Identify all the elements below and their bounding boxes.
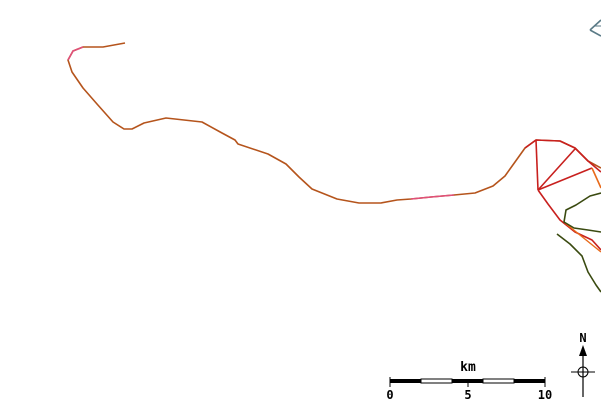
north-arrow-head-icon: [579, 345, 587, 356]
scale-unit-label: km: [460, 360, 476, 375]
river-segment-pink-mid: [410, 194, 455, 200]
scale-segment-5: [514, 379, 545, 383]
river-dark-lower: [556, 233, 601, 293]
river-red-vertical: [535, 139, 539, 191]
scale-bar: km 0 5 10: [386, 360, 552, 401]
river-red-short: [591, 167, 601, 189]
river-red-loop: [524, 139, 601, 173]
scale-tick-label-10: 10: [538, 388, 552, 401]
river-dark-upper: [563, 192, 601, 233]
river-segment-pink-west: [67, 46, 84, 61]
river-red-diag-lower: [537, 167, 593, 191]
scale-tick-label-5: 5: [464, 388, 471, 401]
scale-segment-2: [420, 378, 453, 384]
river-red-south: [537, 189, 601, 251]
compass-partial-icon: [589, 19, 601, 37]
scale-segment-1: [390, 379, 421, 383]
scale-segment-4: [482, 378, 515, 384]
river-orange-south: [564, 222, 601, 253]
scale-segment-3: [452, 379, 483, 383]
north-label: N: [579, 331, 586, 345]
scale-tick-label-0: 0: [386, 388, 393, 401]
north-arrow: N: [571, 331, 595, 397]
river-main: [67, 42, 601, 204]
river-red-diag-upper: [537, 148, 576, 191]
